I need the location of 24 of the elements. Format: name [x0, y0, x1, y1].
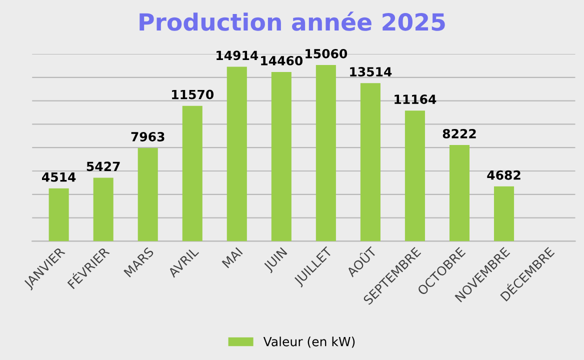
data-label: 5427	[86, 162, 120, 172]
bar	[494, 186, 514, 242]
data-label: 14914	[216, 50, 258, 60]
data-label: 14460	[261, 56, 303, 66]
data-label: 4682	[487, 170, 520, 180]
bar	[48, 188, 69, 242]
bar	[449, 145, 470, 242]
chart-title: Production année 2025	[140, 12, 445, 31]
bar	[360, 83, 380, 242]
bar	[271, 72, 292, 242]
bar	[182, 106, 202, 242]
data-label: 13514	[350, 67, 392, 76]
bar	[226, 66, 247, 242]
bar	[93, 178, 114, 242]
data-label: 8222	[442, 128, 476, 138]
data-label: 11570	[172, 90, 214, 100]
bar	[316, 65, 336, 242]
data-label: 15060	[306, 48, 348, 58]
data-label: 4514	[42, 172, 76, 182]
bar	[404, 110, 425, 242]
bar	[138, 148, 158, 242]
data-label: 11164	[394, 94, 436, 104]
data-label: 7963	[131, 132, 164, 142]
legend-label: Valeur (en kW)	[263, 336, 355, 348]
